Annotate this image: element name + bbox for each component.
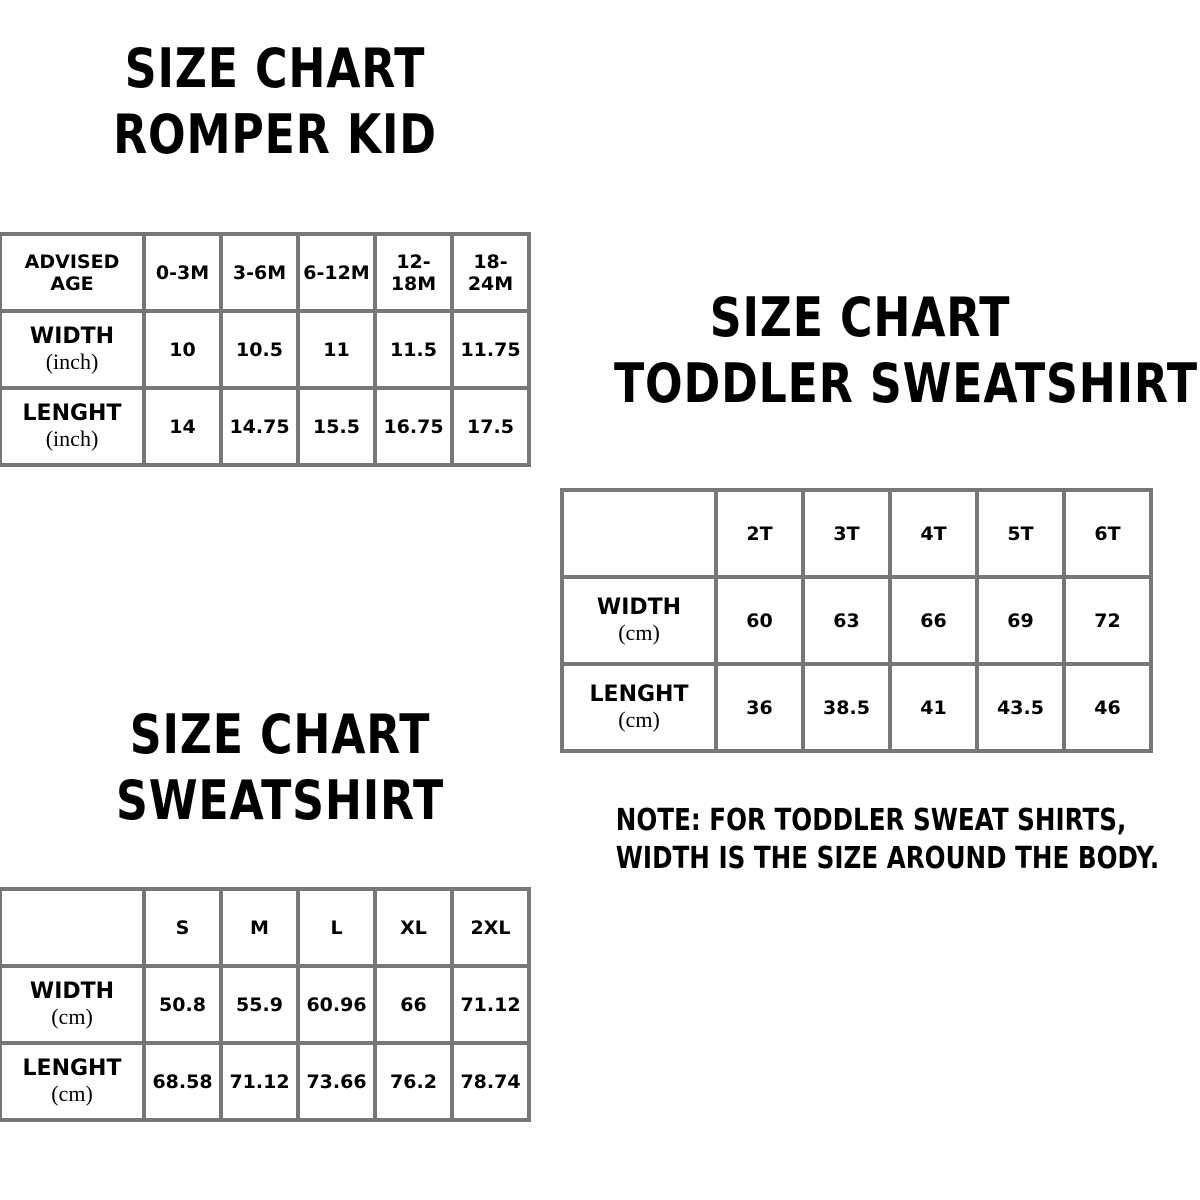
header-cell xyxy=(560,488,718,579)
value-cell: 41 xyxy=(888,662,979,753)
row-label-cell: LENGHT (cm) xyxy=(0,1041,146,1122)
value-cell: 50.8 xyxy=(142,964,223,1045)
size-table: S M L XL 2XL WIDTH (cm) 50.8 55.9 60.96 66 71.12 LEN… xyxy=(0,887,531,1122)
header-cell: 0-3M xyxy=(142,232,223,313)
title-line: SIZE CHART xyxy=(709,286,1011,349)
value-cell: 11.5 xyxy=(373,309,454,390)
data-row: LENGHT (inch) 14 14.75 15.5 16.75 17.5 xyxy=(0,386,531,467)
data-row: WIDTH (cm) 60 63 66 69 72 xyxy=(560,575,1153,666)
header-cell: 5T xyxy=(975,488,1066,579)
row-label-cell: WIDTH (cm) xyxy=(560,575,718,666)
data-row: WIDTH (cm) 50.8 55.9 60.96 66 71.12 xyxy=(0,964,531,1045)
row-unit: (cm) xyxy=(51,1081,93,1106)
title-line: SIZE CHART xyxy=(129,703,431,766)
row-label-cell: LENGHT (cm) xyxy=(560,662,718,753)
header-cell: 4T xyxy=(888,488,979,579)
value-cell: 71.12 xyxy=(219,1041,300,1122)
title-line: TODDLER SWEATSHIRT xyxy=(614,352,1198,415)
header-cell xyxy=(0,887,146,968)
row-unit: (cm) xyxy=(618,620,660,645)
value-cell: 43.5 xyxy=(975,662,1066,753)
header-cell: 6T xyxy=(1062,488,1153,579)
row-label: WIDTH xyxy=(29,979,115,1004)
value-cell: 69 xyxy=(975,575,1066,666)
row-label: LENGHT xyxy=(22,1056,122,1081)
header-row: ADVISED AGE 0-3M 3-6M 6-12M 12-18M 18-24M xyxy=(0,232,531,313)
note-line: NOTE: FOR TODDLER SWEAT SHIRTS, xyxy=(615,803,1127,838)
header-row: S M L XL 2XL xyxy=(0,887,531,968)
size-table: ADVISED AGE 0-3M 3-6M 6-12M 12-18M 18-24M WIDT… xyxy=(0,232,531,467)
value-cell: 17.5 xyxy=(450,386,531,467)
value-cell: 16.75 xyxy=(373,386,454,467)
value-cell: 10.5 xyxy=(219,309,300,390)
title-line: SIZE CHART xyxy=(124,37,426,100)
title: SIZE CHART ROMPER KID xyxy=(82,36,467,168)
header-cell: 18-24M xyxy=(450,232,531,313)
value-cell: 46 xyxy=(1062,662,1153,753)
data-row: LENGHT (cm) 68.58 71.12 73.66 76.2 78.74 xyxy=(0,1041,531,1122)
value-cell: 68.58 xyxy=(142,1041,223,1122)
header-cell: ADVISED AGE xyxy=(0,232,146,313)
value-cell: 73.66 xyxy=(296,1041,377,1122)
data-row: LENGHT (cm) 36 38.5 41 43.5 46 xyxy=(560,662,1153,753)
data-row: WIDTH (inch) 10 10.5 11 11.5 11.75 xyxy=(0,309,531,390)
row-unit: (cm) xyxy=(618,707,660,732)
header-cell: XL xyxy=(373,887,454,968)
row-label-cell: WIDTH (inch) xyxy=(0,309,146,390)
header-cell: 6-12M xyxy=(296,232,377,313)
row-unit: (inch) xyxy=(45,349,99,374)
value-cell: 76.2 xyxy=(373,1041,454,1122)
value-cell: 66 xyxy=(373,964,454,1045)
value-cell: 14 xyxy=(142,386,223,467)
row-label-cell: LENGHT (inch) xyxy=(0,386,146,467)
value-cell: 11.75 xyxy=(450,309,531,390)
value-cell: 63 xyxy=(801,575,892,666)
title-line: SWEATSHIRT xyxy=(116,769,444,832)
value-cell: 66 xyxy=(888,575,979,666)
value-cell: 10 xyxy=(142,309,223,390)
header-cell: 3T xyxy=(801,488,892,579)
value-cell: 36 xyxy=(714,662,805,753)
header-cell: L xyxy=(296,887,377,968)
title: SIZE CHART SWEATSHIRT xyxy=(83,702,477,834)
value-cell: 11 xyxy=(296,309,377,390)
value-cell: 15.5 xyxy=(296,386,377,467)
value-cell: 60.96 xyxy=(296,964,377,1045)
note: NOTE: FOR TODDLER SWEAT SHIRTS, WIDTH IS… xyxy=(615,802,1160,878)
header-row: 2T 3T 4T 5T 6T xyxy=(560,488,1153,579)
row-label: WIDTH xyxy=(596,595,682,620)
value-cell: 78.74 xyxy=(450,1041,531,1122)
row-unit: (inch) xyxy=(45,426,99,451)
header-cell: 12-18M xyxy=(373,232,454,313)
header-cell: M xyxy=(219,887,300,968)
value-cell: 60 xyxy=(714,575,805,666)
size-table: 2T 3T 4T 5T 6T WIDTH (cm) 60 63 66 69 72 LENGHT (cm) 3… xyxy=(560,488,1153,753)
header-cell: 3-6M xyxy=(219,232,300,313)
value-cell: 38.5 xyxy=(801,662,892,753)
row-unit: (cm) xyxy=(51,1004,93,1029)
row-label-cell: WIDTH (cm) xyxy=(0,964,146,1045)
note-line: WIDTH IS THE SIZE AROUND THE BODY. xyxy=(615,841,1160,876)
header-cell: S xyxy=(142,887,223,968)
row-label: LENGHT xyxy=(589,682,689,707)
row-label: WIDTH xyxy=(29,324,115,349)
value-cell: 71.12 xyxy=(450,964,531,1045)
header-cell: 2T xyxy=(714,488,805,579)
value-cell: 14.75 xyxy=(219,386,300,467)
title-line: ROMPER KID xyxy=(113,103,437,166)
value-cell: 72 xyxy=(1062,575,1153,666)
row-label: LENGHT xyxy=(22,401,122,426)
title: SIZE CHART TODDLER SWEATSHIRT xyxy=(614,285,1198,417)
header-cell: 2XL xyxy=(450,887,531,968)
value-cell: 55.9 xyxy=(219,964,300,1045)
